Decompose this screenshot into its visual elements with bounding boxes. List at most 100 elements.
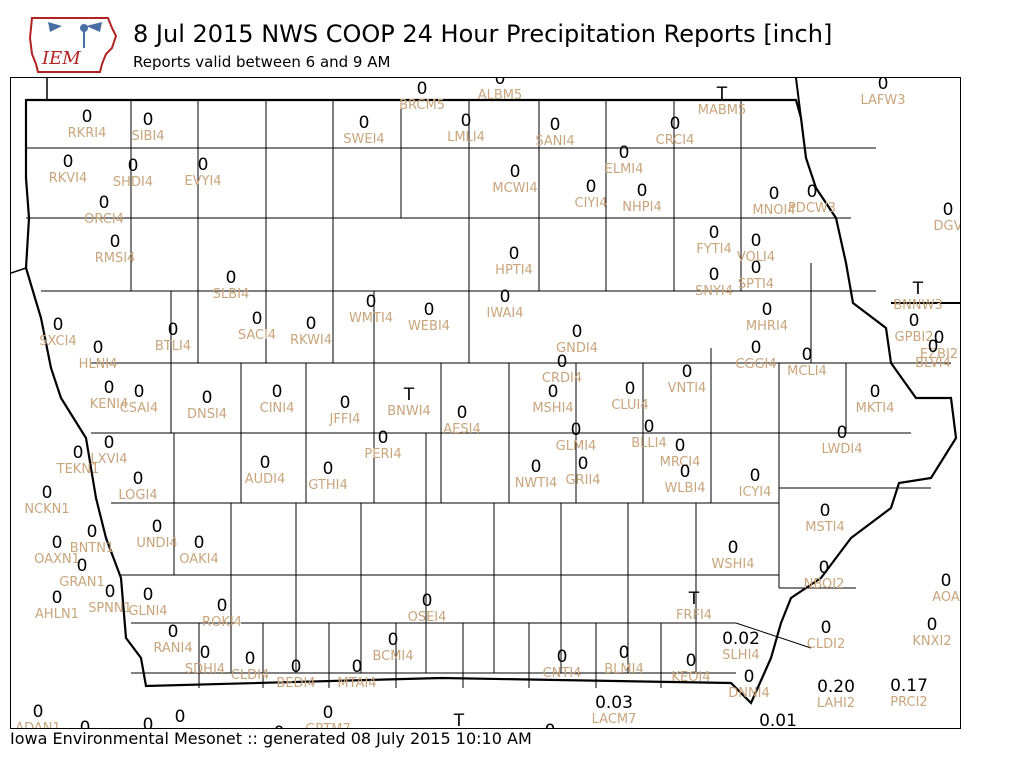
- station-marker: 0 MRCI4: [659, 436, 701, 470]
- station-marker: 0 RKRI4: [67, 107, 107, 141]
- station-marker: 0 MHRI4: [745, 300, 789, 334]
- station-marker: 0.20 LAHI2: [816, 677, 856, 711]
- iem-logo: IEM: [28, 14, 120, 76]
- station-marker: 0 RKWI4: [289, 314, 333, 348]
- station-marker: 0 ICYI4: [738, 466, 772, 500]
- station-marker: 0 MTAI4: [337, 657, 377, 691]
- station-marker: 0 SDHI4: [184, 643, 226, 677]
- station-marker: 0 ALBM5: [477, 77, 523, 103]
- station-marker: 0 MNOI4: [752, 184, 796, 218]
- station-marker: 0.03 LACM7: [591, 693, 637, 727]
- station-marker: T BNNW3: [893, 279, 943, 313]
- station-marker: 0 WLBI4: [664, 462, 706, 496]
- station-marker: 0 KNXI2: [912, 615, 952, 649]
- station-marker: 0 RMSI4: [94, 232, 136, 266]
- station-marker: 0 NHPI4: [622, 181, 662, 215]
- station-marker: 0 WMTI4: [348, 292, 394, 326]
- station-marker: 0 UNDI4: [136, 517, 178, 551]
- station-marker: 0 AHLN1: [35, 588, 79, 622]
- station-marker: 0 HPTI4: [495, 244, 533, 278]
- footer-credit: Iowa Environmental Mesonet :: generated …: [10, 729, 532, 748]
- station-marker: 0 WSHI4: [711, 538, 755, 572]
- map-subtitle: Reports valid between 6 and 9 AM: [133, 53, 391, 71]
- station-marker: 0 BRCM5: [399, 79, 445, 113]
- station-marker: 0 HLNI4: [78, 338, 118, 372]
- station-marker: 0 CIYI4: [574, 177, 608, 211]
- station-marker: 0 OAKI4: [179, 533, 219, 567]
- station-marker: 0 VOLI4: [736, 231, 776, 265]
- station-marker: 0 LOGI4: [118, 469, 158, 503]
- station-marker: 0 CLDI2: [806, 618, 846, 652]
- station-marker: 0 PERI4: [364, 428, 402, 462]
- station-marker: 0 GPBI2: [894, 311, 934, 345]
- map-title: 8 Jul 2015 NWS COOP 24 Hour Precipitatio…: [133, 20, 833, 48]
- station-marker: 0 RANI4: [153, 622, 193, 656]
- station-marker-clipped: 0: [274, 724, 285, 728]
- station-marker-clipped: 0: [545, 722, 556, 728]
- station-marker: 0 OSEI4: [407, 591, 447, 625]
- station-marker: 0 TEKN1: [56, 443, 100, 477]
- station-marker: 0 GLMI4: [555, 420, 597, 454]
- station-marker: 0 BNTN1: [69, 522, 115, 556]
- station-marker: T BNWI4: [387, 385, 431, 419]
- station-marker: 0 KENI4: [89, 378, 129, 412]
- station-marker: 0 GTHI4: [308, 459, 348, 493]
- station-marker: 0 CRDI4: [541, 352, 583, 386]
- station-marker: 0 ORCI4: [84, 193, 124, 227]
- station-marker: 0GRTM7: [305, 703, 351, 728]
- station-marker: 0 DGV: [933, 200, 961, 234]
- station-marker: 0 CLUI4: [611, 379, 649, 413]
- station-marker: 0 NCKN1: [24, 483, 70, 517]
- station-marker: 0 EZBI2: [919, 328, 959, 362]
- station-layer: 0 BRCM5 0 ALBM5 T MABM5 0 LAFW3 0 RKRI4 0 SIBI…: [11, 77, 961, 729]
- station-marker: 0 GLNI4: [128, 585, 168, 619]
- station-marker: 0 BLMI4: [604, 643, 644, 677]
- station-marker: 0 BCMI4: [372, 630, 414, 664]
- station-marker: 0 WEBI4: [407, 300, 451, 334]
- station-marker: 0 LMLI4: [447, 111, 485, 145]
- station-marker: 0 MSHI4: [532, 382, 574, 416]
- station-marker: 0 BLLI4: [631, 417, 667, 451]
- station-marker: 0 SWEI4: [343, 113, 385, 147]
- station-marker: 0 CRCI4: [655, 114, 695, 148]
- station-marker: 0 GNDI4: [556, 322, 598, 356]
- station-marker: 0 NBOI2: [803, 558, 845, 592]
- station-marker: 0 LAFW3: [860, 77, 906, 108]
- station-marker: 0 MCLI4: [787, 345, 827, 379]
- station-marker: 0 CNTI4: [542, 647, 582, 681]
- station-marker-clipped: 0: [79, 718, 91, 729]
- station-marker-clipped: 0: [174, 707, 186, 727]
- station-marker: 0 CLDI4: [230, 649, 270, 683]
- station-marker: 0 OAXN1: [34, 533, 80, 567]
- station-marker: 0 SANI4: [535, 115, 575, 149]
- station-marker: 0 AOA: [932, 571, 960, 605]
- station-marker: 0 FYTI4: [696, 223, 732, 257]
- station-marker: 0 SLBI4: [212, 268, 250, 302]
- station-marker: 0 MKTI4: [855, 382, 895, 416]
- station-marker: 0 LWDI4: [821, 423, 863, 457]
- station-marker: 0 MSTI4: [805, 501, 845, 535]
- station-marker: 0 AESI4: [443, 403, 481, 437]
- station-marker: 0 CINI4: [259, 382, 295, 416]
- station-marker: 0 BTLI4: [154, 320, 192, 354]
- station-marker-clipped: T: [453, 711, 465, 729]
- station-marker: T FRFI4: [675, 589, 713, 623]
- station-marker: 0 SPNN1: [88, 582, 132, 616]
- station-marker: 0 ROKI4: [202, 596, 242, 630]
- station-marker: 0 PDCW3: [787, 182, 837, 216]
- station-marker: 0.17 PRCI2: [890, 676, 928, 710]
- station-marker: 0 NWTI4: [514, 457, 558, 491]
- station-marker-clipped: 0: [142, 715, 154, 729]
- svg-text:IEM: IEM: [41, 48, 81, 69]
- station-marker: 0 CSAI4: [119, 382, 159, 416]
- station-marker: 0 SIBI4: [131, 110, 165, 144]
- station-marker: 0 BLVI4: [915, 337, 951, 371]
- station-marker: 0 SPTI4: [737, 258, 775, 292]
- station-marker: 0 DNNI4: [728, 667, 770, 701]
- station-marker: 0 MCWI4: [492, 162, 538, 196]
- station-marker: 0 SNYI4: [694, 265, 734, 299]
- station-marker: 0 DNSI4: [186, 388, 228, 422]
- station-marker: 0 SXCI4: [39, 315, 77, 349]
- station-marker: T MABM5: [697, 84, 747, 118]
- station-marker: 0 BEDI4: [276, 657, 316, 691]
